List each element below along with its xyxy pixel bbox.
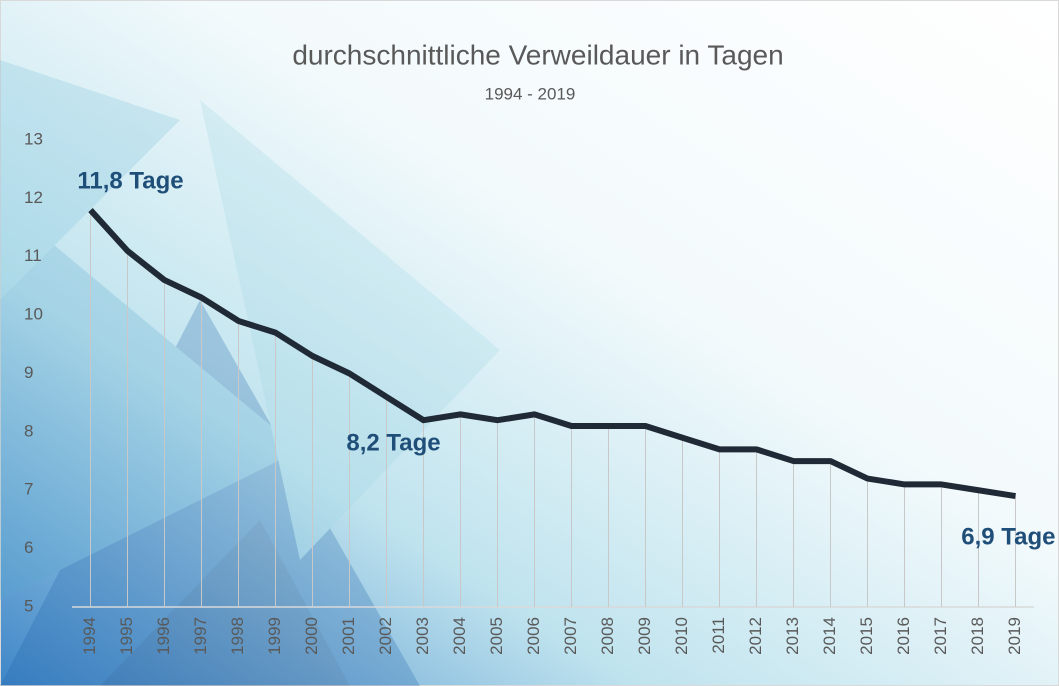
y-tick-label: 13 <box>24 129 43 148</box>
decoration <box>0 60 500 686</box>
y-tick-label: 9 <box>24 363 33 382</box>
x-tick-label: 2018 <box>968 617 987 655</box>
x-tick-label: 2017 <box>931 617 950 655</box>
x-tick-label: 2016 <box>894 617 913 655</box>
x-tick-label: 1994 <box>80 617 99 655</box>
y-tick-label: 5 <box>24 596 33 615</box>
x-tick-label: 2001 <box>339 617 358 655</box>
y-tick-label: 10 <box>24 305 43 324</box>
x-tick-label: 1997 <box>191 617 210 655</box>
line <box>88 208 1016 500</box>
x-tick-label: 1999 <box>265 617 284 655</box>
x-tick-label: 2004 <box>450 617 469 655</box>
x-tick-label: 1996 <box>154 617 173 655</box>
x-tick-label: 2003 <box>413 617 432 655</box>
x-tick-label: 2009 <box>635 617 654 655</box>
x-tick-label: 2007 <box>561 617 580 655</box>
y-tick-label: 8 <box>24 421 33 440</box>
x-tick-label: 2014 <box>820 617 839 655</box>
chart-title: durchschnittliche Verweildauer in Tagen <box>292 39 783 70</box>
x-tick-label: 2015 <box>857 617 876 655</box>
x-tick-label: 2019 <box>1005 617 1024 655</box>
x-tick-label: 2013 <box>783 617 802 655</box>
data-label: 11,8 Tage <box>77 167 183 194</box>
y-tick-label: 7 <box>24 480 33 499</box>
chart-subtitle: 1994 - 2019 <box>485 84 576 103</box>
x-tick-label: 2006 <box>524 617 543 655</box>
x-tick-label: 2002 <box>376 617 395 655</box>
x-tick-label: 2000 <box>302 617 321 655</box>
x-tick-label: 1995 <box>117 617 136 655</box>
x-tick-label: 2010 <box>672 617 691 655</box>
data-label: 8,2 Tage <box>346 430 440 457</box>
x-tick-label: 2011 <box>709 617 728 654</box>
y-tick-label: 6 <box>24 538 33 557</box>
data-label: 6,9 Tage <box>961 523 1055 550</box>
x-tick-label: 1998 <box>228 617 247 655</box>
y-tick-label: 12 <box>24 188 43 207</box>
x-tick-label: 2005 <box>487 617 506 655</box>
x-tick-label: 2012 <box>746 617 765 655</box>
y-tick-label: 11 <box>24 246 42 265</box>
x-tick-label: 2008 <box>598 617 617 655</box>
